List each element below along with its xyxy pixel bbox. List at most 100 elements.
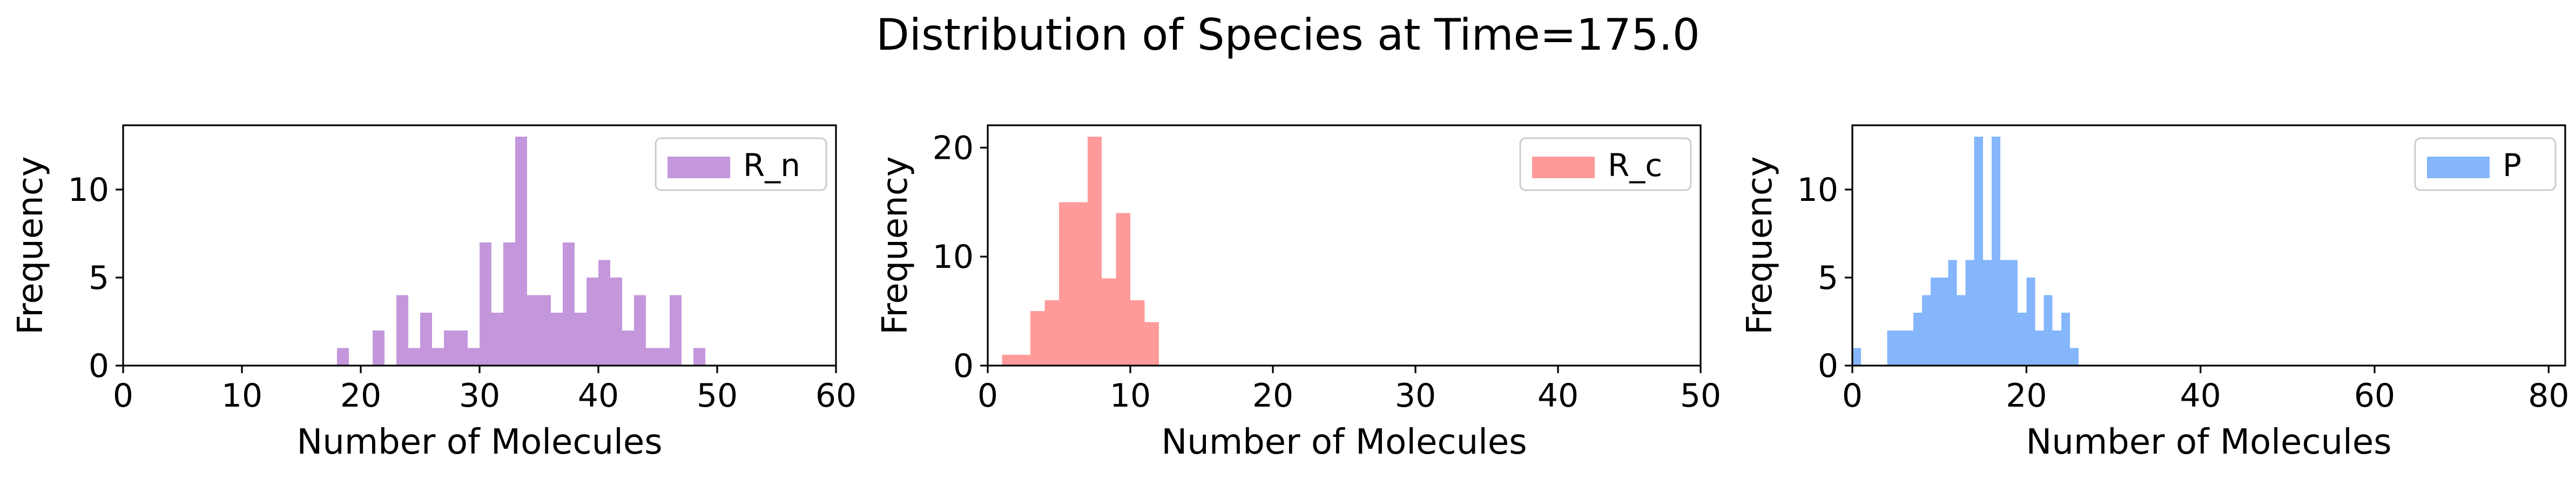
y-tick-label: 0 xyxy=(89,347,109,385)
histogram-bar xyxy=(456,330,468,366)
legend-swatch xyxy=(667,157,730,178)
x-axis-label: Number of Molecules xyxy=(296,422,662,462)
histogram-bar xyxy=(539,295,551,366)
y-tick-label: 5 xyxy=(89,259,109,297)
histogram-bar xyxy=(1102,278,1116,366)
legend: P xyxy=(2414,137,2557,191)
x-tick-label: 20 xyxy=(340,377,381,415)
histogram-bar xyxy=(575,313,586,366)
histogram-panel-1: 0 10 20 30 40 50 60 0 5 10 Number of Molecules Freq… xyxy=(11,124,857,462)
y-tick-label: 0 xyxy=(953,347,974,385)
histogram-bar xyxy=(1144,322,1159,366)
x-tick-label: 60 xyxy=(2354,377,2395,415)
histogram-bar xyxy=(551,313,563,366)
y-axis-label: Frequency xyxy=(875,156,915,335)
x-tick-label: 50 xyxy=(697,377,738,415)
histogram-bar xyxy=(1982,260,1992,366)
x-tick-label: 50 xyxy=(1680,377,1721,415)
histogram-bar xyxy=(408,348,420,366)
histogram-bar xyxy=(1913,313,1922,366)
histogram-bar xyxy=(563,242,575,366)
histogram-bar xyxy=(373,330,385,366)
figure-title: Distribution of Species at Time=175.0 xyxy=(876,10,1700,60)
histogram-bar xyxy=(646,348,658,366)
x-tick-label: 0 xyxy=(977,377,998,415)
axes-frame xyxy=(1851,124,2566,367)
legend-swatch xyxy=(1532,157,1595,178)
x-tick-label: 20 xyxy=(1252,377,1293,415)
histogram-bar xyxy=(2026,277,2035,366)
histogram-bar xyxy=(1073,202,1088,366)
y-axis-label: Frequency xyxy=(1740,156,1780,335)
histogram-bar xyxy=(1852,348,1862,366)
histogram-bar xyxy=(1904,330,1913,366)
x-tick-label: 80 xyxy=(2528,377,2569,415)
histogram-bar xyxy=(1965,260,1974,366)
histogram-bar xyxy=(1921,295,1931,366)
x-tick-label: 40 xyxy=(578,377,619,415)
histogram-bar xyxy=(480,242,491,366)
histogram-bar xyxy=(598,260,610,366)
y-axis-label: Frequency xyxy=(11,156,51,335)
histogram-bar xyxy=(1991,137,2000,366)
x-tick-label: 0 xyxy=(1842,377,1863,415)
histogram-bar xyxy=(396,295,408,366)
legend: R_c xyxy=(1519,137,1692,191)
histogram-bar xyxy=(1887,330,1896,366)
histogram-bar xyxy=(527,295,539,366)
x-tick-label: 30 xyxy=(459,377,500,415)
axes-frame xyxy=(987,124,1702,367)
x-tick-label: 20 xyxy=(2006,377,2047,415)
histogram-bar xyxy=(468,348,480,366)
histogram-bar xyxy=(1116,213,1130,366)
x-tick-label: 0 xyxy=(113,377,133,415)
histogram-bar xyxy=(444,330,456,366)
histogram-bar xyxy=(515,137,527,366)
y-tick-label: 10 xyxy=(1797,171,1838,209)
histogram-bar xyxy=(670,295,682,366)
histogram-bar xyxy=(1939,277,1948,366)
histogram-bars xyxy=(1002,137,1159,366)
histogram-bar xyxy=(586,277,598,366)
histogram-bar xyxy=(2018,313,2027,366)
legend-label: R_n xyxy=(743,147,800,184)
histogram-bar xyxy=(1016,354,1031,366)
histogram-bar xyxy=(1002,354,1016,366)
histogram-bar xyxy=(1896,330,1905,366)
histogram-bar xyxy=(1931,277,1940,366)
y-tick-label: 5 xyxy=(1818,259,1838,297)
legend-label: P xyxy=(2503,147,2521,184)
histogram-bar xyxy=(2061,313,2070,366)
histogram-bar xyxy=(2009,260,2018,366)
x-tick-label: 10 xyxy=(221,377,262,415)
histogram-bar xyxy=(2000,260,2009,366)
histogram-panel-2: 0 10 20 30 40 50 0 10 20 Number of Molecules Frequ… xyxy=(875,124,1721,462)
histogram-bar xyxy=(420,313,432,366)
histogram-bar xyxy=(2052,330,2061,366)
y-tick-label: 10 xyxy=(68,171,109,209)
histogram-bar xyxy=(2044,295,2053,366)
histogram-bar xyxy=(1030,311,1045,366)
x-tick-label: 30 xyxy=(1395,377,1436,415)
histogram-bar xyxy=(622,330,634,366)
legend-label: R_c xyxy=(1608,147,1662,184)
histogram-bar xyxy=(693,348,705,366)
histogram-bar xyxy=(503,242,515,366)
histogram-bar xyxy=(1130,300,1145,366)
histogram-bar xyxy=(634,295,646,366)
histogram-bar xyxy=(1957,295,1966,366)
histogram-bar xyxy=(610,277,622,366)
histogram-bar xyxy=(2035,330,2044,366)
histogram-panel-3: 0 20 40 60 80 0 5 10 Number of Molecules Frequenc… xyxy=(1740,124,2570,462)
histogram-bar xyxy=(1087,137,1102,366)
histogram-bar xyxy=(1974,137,1983,366)
histogram-bars xyxy=(1852,137,2079,366)
histogram-bars xyxy=(337,137,705,366)
y-tick-label: 10 xyxy=(933,238,974,276)
histogram-bar xyxy=(337,348,349,366)
x-axis-label: Number of Molecules xyxy=(2026,422,2391,462)
x-tick-label: 60 xyxy=(815,377,857,415)
